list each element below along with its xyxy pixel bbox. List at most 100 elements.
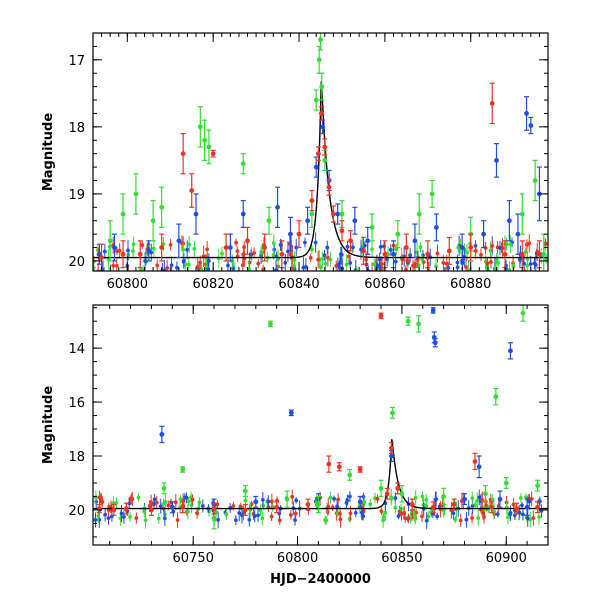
data-point <box>535 483 540 489</box>
cloud-point <box>435 251 440 256</box>
data-point <box>326 461 332 467</box>
cloud-point <box>521 512 525 517</box>
series-blue <box>159 307 530 516</box>
cloud-point <box>479 252 483 257</box>
data-point <box>481 231 487 237</box>
cloud-point <box>111 263 116 268</box>
data-point <box>120 251 126 257</box>
cloud-point <box>350 245 355 250</box>
cloud-point <box>122 514 126 519</box>
cloud-point <box>293 518 297 522</box>
data-point <box>169 504 175 510</box>
series-red <box>96 312 541 516</box>
cloud-point <box>468 241 473 246</box>
cloud-point <box>128 515 132 519</box>
cloud-point <box>301 265 306 270</box>
cloud-point <box>481 511 486 516</box>
x-tick-label: 60850 <box>381 551 422 566</box>
data-point <box>123 506 129 511</box>
cloud-point <box>98 496 103 500</box>
cloud-point <box>383 511 388 515</box>
cloud-point <box>380 262 384 266</box>
cloud-point <box>382 244 387 249</box>
data-point <box>206 144 212 150</box>
data-point <box>296 231 302 237</box>
y-tick-label: 14 <box>68 342 85 357</box>
cloud-point <box>466 268 471 271</box>
data-point <box>535 504 540 510</box>
cloud-point <box>290 494 295 499</box>
cloud-point <box>415 250 419 255</box>
cloud-point <box>316 257 321 262</box>
data-point <box>112 245 117 250</box>
data-point <box>107 238 113 244</box>
cloud-point <box>473 503 478 507</box>
data-point <box>532 178 538 183</box>
cloud-point <box>339 252 344 257</box>
data-point <box>180 504 186 510</box>
cloud-point <box>508 512 513 517</box>
cloud-point <box>347 517 352 521</box>
cloud-point <box>252 251 257 255</box>
cloud-point <box>522 261 526 266</box>
data-point <box>320 124 326 130</box>
data-point <box>537 251 542 257</box>
cloud-point <box>458 518 463 523</box>
data-point <box>378 485 384 491</box>
cloud-point <box>496 260 500 265</box>
cloud-point <box>93 265 96 270</box>
cloud-point <box>464 265 468 269</box>
cloud-point <box>103 512 108 517</box>
data-point <box>520 310 526 316</box>
data-point <box>193 211 199 217</box>
cloud-point <box>326 504 331 509</box>
data-point <box>515 231 521 237</box>
cloud-point <box>531 516 536 520</box>
data-point <box>288 410 294 416</box>
cloud-point <box>155 263 160 268</box>
data-point <box>159 204 165 210</box>
cloud-point <box>485 261 490 266</box>
cloud-point <box>377 257 382 262</box>
cloud-point <box>393 259 398 264</box>
data-point <box>357 499 363 505</box>
x-tick-label: 60900 <box>486 551 527 566</box>
cloud-point <box>260 516 265 521</box>
data-point <box>197 124 203 130</box>
data-point <box>412 238 418 244</box>
data-point <box>389 445 394 451</box>
y-tick-label: 19 <box>68 188 85 203</box>
cloud-point <box>256 261 261 266</box>
data-point <box>211 506 217 511</box>
data-point <box>482 491 488 497</box>
cloud-point <box>335 504 340 509</box>
y-axis-label: Magnitude <box>41 386 56 465</box>
data-point <box>189 188 195 193</box>
cloud-point <box>220 251 224 256</box>
data-point <box>430 504 436 510</box>
cloud-point <box>379 509 384 514</box>
cloud-point <box>93 518 98 522</box>
x-tick-label: 60750 <box>173 551 214 566</box>
cloud-point <box>353 510 358 515</box>
data-point <box>133 191 139 197</box>
cloud-point <box>235 249 240 254</box>
cloud-point <box>543 241 548 246</box>
cloud-point <box>332 497 337 501</box>
cloud-point <box>256 513 260 518</box>
cloud-point <box>344 262 349 267</box>
cloud-point <box>476 516 481 520</box>
data-point <box>494 157 499 163</box>
cloud-point <box>143 259 148 264</box>
data-point <box>330 211 336 217</box>
cloud-point <box>389 496 394 501</box>
data-point <box>275 204 280 210</box>
cloud-point <box>247 517 252 522</box>
cloud-point <box>96 514 101 518</box>
data-point <box>274 504 280 510</box>
data-point <box>159 432 165 437</box>
data-point <box>459 245 465 250</box>
cloud-point <box>525 242 529 247</box>
cloud-point <box>480 498 485 503</box>
cloud-point <box>347 254 351 259</box>
